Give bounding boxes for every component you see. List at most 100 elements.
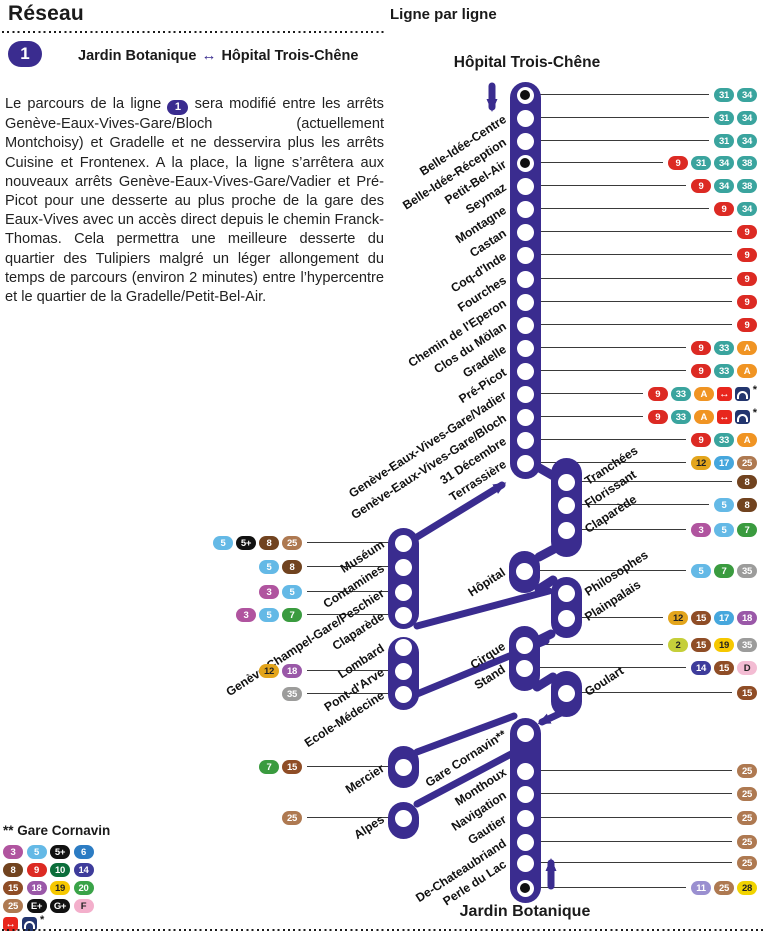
line-badge-8: 8	[282, 560, 302, 574]
cff-railway-icon: ↔	[3, 917, 18, 931]
line-badge-31: 31	[691, 156, 711, 170]
stop-navigation	[516, 785, 534, 803]
stop-clapar-de	[394, 606, 412, 624]
line-badge-35: 35	[282, 687, 302, 701]
line-badge-18: 18	[737, 611, 757, 625]
connection-line-de-chateaubriand	[538, 841, 732, 843]
top-dotted-rule	[2, 31, 386, 34]
connection-line-petit-bel-air	[538, 162, 663, 164]
stop-terminus	[516, 879, 534, 897]
line-badge-34: 34	[737, 202, 757, 216]
connection-line-mercier	[307, 766, 390, 768]
connection-line-31-d-cembre	[538, 439, 686, 441]
line-badge-25: 25	[737, 787, 757, 801]
line-badge-9: 9	[668, 156, 688, 170]
stop-gen-ve-eaux-vives-gare-bloch	[516, 408, 534, 426]
line-badge-34: 34	[737, 134, 757, 148]
route-from: Jardin Botanique	[78, 48, 197, 64]
line-badge-20: 20	[73, 881, 94, 895]
route-segment-4	[508, 626, 540, 691]
stop-clos-du-m-lan	[516, 316, 534, 334]
connections-ecole-m-decine: 35	[282, 687, 302, 701]
line-badge-25: 25	[3, 899, 23, 913]
connections-perle-du-lac: 25	[737, 856, 757, 870]
connection-line-gen-ve-eaux-vives-gare-vadier	[538, 393, 643, 395]
line-badge-7: 7	[259, 760, 279, 774]
page-title: Réseau	[8, 2, 84, 25]
connections-gen-ve-eaux-vives-gare-vadier: 9 33 A ↔ *	[647, 384, 757, 401]
connections-terminus: 31 34	[714, 88, 757, 102]
line-badge-15: 15	[737, 686, 757, 700]
stop-monthoux	[516, 762, 534, 780]
legend-title: ** Gare Cornavin	[3, 823, 111, 838]
bottom-dotted-rule	[2, 929, 766, 932]
route-connector-5	[413, 587, 553, 630]
line-badge-9: 9	[691, 364, 711, 378]
line-badge-2: 2	[668, 638, 688, 652]
connection-line-h-pital	[537, 570, 686, 572]
stop-montagne	[516, 200, 534, 218]
connections-mercier: 7 15	[259, 760, 302, 774]
line-badge-F: F	[73, 899, 94, 913]
stop-plainpalais	[557, 609, 575, 627]
stop-terrassi-re	[516, 454, 534, 472]
route-connector-0	[413, 481, 507, 541]
route-title: Jardin Botanique ↔ Hôpital Trois-Chêne	[78, 47, 358, 64]
route-connector-2	[534, 544, 559, 562]
connections-h-pital: 5 7 35	[691, 564, 757, 578]
line-badge-14: 14	[691, 661, 711, 675]
connections-petit-bel-air: 9 31 34 38	[668, 156, 757, 170]
line-badge-8: 8	[3, 863, 23, 877]
section-title: Ligne par ligne	[390, 6, 497, 23]
line-badge-5: 5	[213, 536, 233, 550]
connection-line-belle-id-e-r-ception	[538, 140, 709, 142]
line-badge-9: 9	[737, 225, 757, 239]
line-badge-5+: 5+	[236, 536, 256, 550]
line-badge-12: 12	[691, 456, 711, 470]
footnote-asterisk: *	[752, 384, 757, 396]
line-badge-9: 9	[647, 387, 668, 401]
route-connector-9	[413, 712, 518, 756]
legend-connections-grid: 3 5 5+ 6 8 9 10 14 15 18 19 20 25 E+ G+ F ↔ *	[3, 845, 110, 931]
stop-clapar-de	[557, 521, 575, 539]
connections-stand: 14 15 D	[691, 661, 757, 675]
stop-belle-id-e-centre	[516, 109, 534, 127]
line-badge-18: 18	[282, 664, 302, 678]
paragraph-text-before: Le parcours de la ligne	[5, 96, 162, 112]
connection-line-tranch-es	[579, 481, 732, 483]
line-badge-17: 17	[714, 456, 734, 470]
connection-line-ecole-m-decine	[307, 693, 390, 695]
stop-gautier	[516, 809, 534, 827]
line-badge-7: 7	[282, 608, 302, 622]
line-badge-A: A	[737, 341, 757, 355]
line-badge-15: 15	[691, 611, 711, 625]
stop-h-pital	[515, 562, 533, 580]
line-badge-31: 31	[714, 111, 734, 125]
line-badge-25: 25	[282, 811, 302, 825]
connection-line-navigation	[538, 793, 732, 795]
lex-arch-glyph	[23, 921, 35, 929]
legend-row-0: 3 5 5+ 6	[3, 845, 110, 859]
line-badge-33: 33	[670, 387, 691, 401]
line-badge-25: 25	[282, 536, 302, 550]
line-badge-12: 12	[668, 611, 688, 625]
line-badge-12: 12	[259, 664, 279, 678]
line-badge-5: 5	[259, 608, 279, 622]
connection-line-goulart	[579, 692, 732, 694]
stop-contamines	[394, 558, 412, 576]
stop-perle-du-lac	[516, 854, 534, 872]
line-badge-5: 5	[714, 523, 734, 537]
connection-line-gen-ve-champel-gare-peschier	[307, 591, 390, 593]
footnote-asterisk: *	[40, 914, 45, 926]
connections-clos-du-m-lan: 9	[737, 318, 757, 332]
connections-gradelle: 9 33 A	[691, 341, 757, 355]
line-badge-6: 6	[73, 845, 94, 859]
line-badge-D: D	[737, 661, 757, 675]
stop-cirque	[515, 636, 533, 654]
leman-express-icon	[21, 917, 37, 931]
line-badge-9: 9	[737, 248, 757, 262]
line-badge-34: 34	[737, 88, 757, 102]
